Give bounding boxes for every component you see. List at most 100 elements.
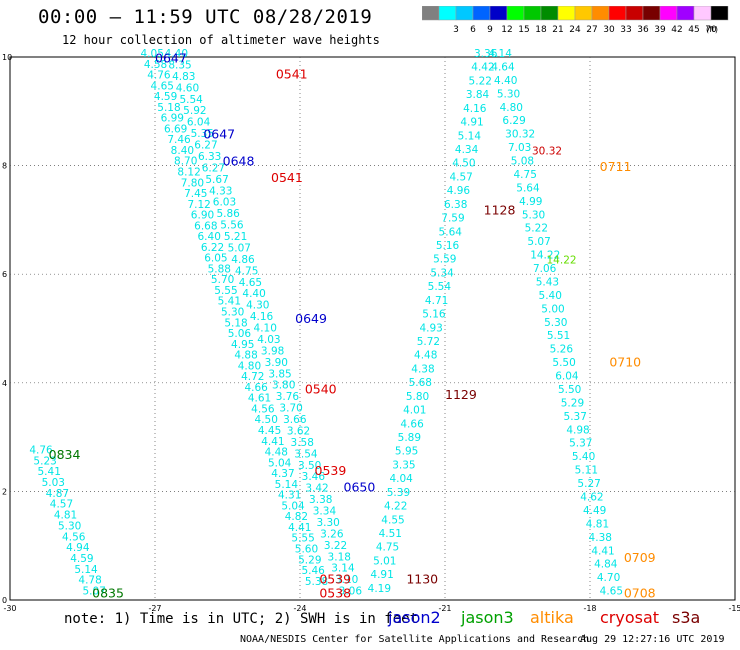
wave-height-value: 4.64: [491, 61, 515, 73]
pass-time-label: 0835: [92, 585, 124, 600]
wave-height-value: 6.68: [194, 220, 217, 232]
x-tick-label: -15: [728, 604, 740, 613]
wave-height-value: 4.41: [288, 522, 311, 534]
wave-height-value: 4.93: [419, 322, 442, 334]
wave-height-value: 8.12: [177, 166, 200, 178]
y-tick-label: 6: [2, 270, 7, 279]
wave-height-value: 3.98: [261, 345, 284, 357]
y-tick-label: 2: [2, 487, 7, 496]
wave-height-value: 7.12: [187, 199, 210, 211]
wave-height-value: 6.90: [191, 210, 214, 222]
wave-height-value: 5.14: [275, 479, 299, 491]
y-tick-label: 0: [2, 596, 7, 605]
colorbar-label: 45: [688, 25, 699, 35]
wave-height-value: 6.99: [161, 113, 184, 125]
wave-height-value: 4.40: [242, 288, 265, 300]
wave-height-value: 4.96: [447, 185, 471, 197]
wave-height-value: 4.72: [241, 371, 264, 383]
wave-height-value: 5.51: [547, 330, 570, 342]
wave-height-value: 4.65: [239, 277, 262, 289]
wave-height-value: 6.27: [202, 162, 225, 174]
wave-height-value: 3.18: [328, 551, 351, 563]
chart-subtitle: 12 hour collection of altimeter wave hei…: [62, 33, 380, 47]
wave-height-value: 5.95: [395, 446, 418, 458]
colorbar-label: 12: [501, 25, 512, 35]
wave-height-value: 4.16: [250, 311, 274, 323]
colorbar-label: 15: [518, 25, 529, 35]
pass-time-label: 0541: [276, 67, 308, 82]
wave-height-value: 5.80: [406, 391, 429, 403]
wave-height-value: 4.94: [66, 542, 90, 554]
wave-height-value: 5.64: [439, 226, 463, 238]
colorbar-unit: (ft): [706, 25, 718, 34]
colorbar-label: 21: [552, 25, 563, 35]
wave-height-value: 3.14: [331, 563, 355, 575]
legend-item-s3a: s3a: [672, 608, 701, 627]
credit-line: NOAA/NESDIS Center for Satellite Applica…: [240, 634, 590, 645]
wave-height-value: 6.69: [164, 123, 187, 135]
wave-height-value: 5.23: [33, 455, 56, 467]
wave-height-value: 5.04: [268, 457, 292, 469]
wave-height-value: 5.37: [564, 411, 587, 423]
wave-height-value: 6.27: [194, 140, 217, 152]
wave-height-value: 5.50: [558, 384, 581, 396]
colorbar-label: 18: [535, 25, 547, 35]
wave-height-value: 5.55: [291, 533, 314, 545]
y-tick-label: 8: [2, 162, 7, 171]
wave-height-value: 5.43: [536, 276, 559, 288]
wave-height-value: 5.26: [550, 344, 574, 356]
x-tick-label: -30: [3, 604, 16, 613]
wave-height-value: 5.14: [458, 130, 482, 142]
wave-height-value: 4.78: [78, 575, 101, 587]
wave-height-value: 3.30: [316, 517, 339, 529]
wave-height-value: 5.01: [373, 555, 396, 567]
wave-height-value: 5.07: [527, 236, 550, 248]
wave-height-value: 5.30: [221, 307, 244, 319]
wave-height-value: 3.22: [324, 540, 347, 552]
wave-height-value: 3.34: [313, 506, 337, 518]
wave-height-value: 5.64: [516, 182, 540, 194]
wave-height-value: 5.40: [572, 451, 595, 463]
wave-height-value: 6.05: [204, 253, 227, 265]
legend-item-jason3: jason3: [461, 608, 514, 627]
wave-height-value: 5.29: [298, 554, 321, 566]
wave-height-value: 7.03: [508, 142, 531, 154]
wave-height-value: 5.18: [157, 102, 180, 114]
pass-time-label: 0834: [49, 447, 81, 462]
colorbar: 3 6 9 12 15 18 21 24 27 30 33 36 39 42 45 70(ft): [422, 6, 729, 35]
wave-height-value: 6.40: [198, 231, 221, 243]
colorbar-swatch: [710, 6, 729, 21]
chart-title: 00:00 – 11:59 UTC 08/28/2019: [38, 6, 373, 28]
pass-time-label: 0647: [203, 126, 235, 141]
y-tick-label: 10: [2, 53, 12, 62]
pass-time-label: 0649: [295, 311, 327, 326]
wave-height-value: 5.30: [497, 88, 520, 100]
wave-height-value: 4.01: [403, 405, 426, 417]
wave-height-value: 4.91: [460, 117, 483, 129]
wave-height-value: 4.57: [50, 499, 73, 511]
wave-height-value: 5.72: [417, 336, 440, 348]
wave-height-value: 14.22: [530, 250, 560, 262]
wave-height-value: 6.04: [187, 117, 211, 129]
pass-time-label: 0648: [223, 154, 255, 169]
wave-height-value: 3.80: [272, 380, 295, 392]
wave-height-value: 4.38: [411, 363, 434, 375]
wave-height-value: 6.04: [555, 371, 579, 383]
wave-height-value: 5.22: [469, 75, 492, 87]
wave-height-value: 6.33: [198, 151, 221, 163]
wave-height-value: 4.66: [400, 418, 424, 430]
wave-height-value: 4.34: [455, 144, 479, 156]
footnote: note: 1) Time is in UTC; 2) SWH is in fe…: [64, 611, 419, 627]
wave-height-value: 5.30: [58, 520, 81, 532]
wave-height-value: 5.37: [569, 438, 592, 450]
wave-height-value: 5.54: [179, 94, 203, 106]
wave-height-value: 3.10: [335, 574, 358, 586]
wave-height-value: 5.11: [575, 465, 598, 477]
wave-height-value: 5.03: [42, 477, 65, 489]
wave-height-value: 4.65: [151, 80, 174, 92]
wave-height-value: 4.40: [165, 48, 188, 60]
legend-item-altika: altika: [530, 608, 574, 627]
pass-time-label: 0541: [271, 170, 303, 185]
wave-height-value: 30.32: [505, 129, 535, 141]
wave-height-value: 4.30: [246, 300, 269, 312]
